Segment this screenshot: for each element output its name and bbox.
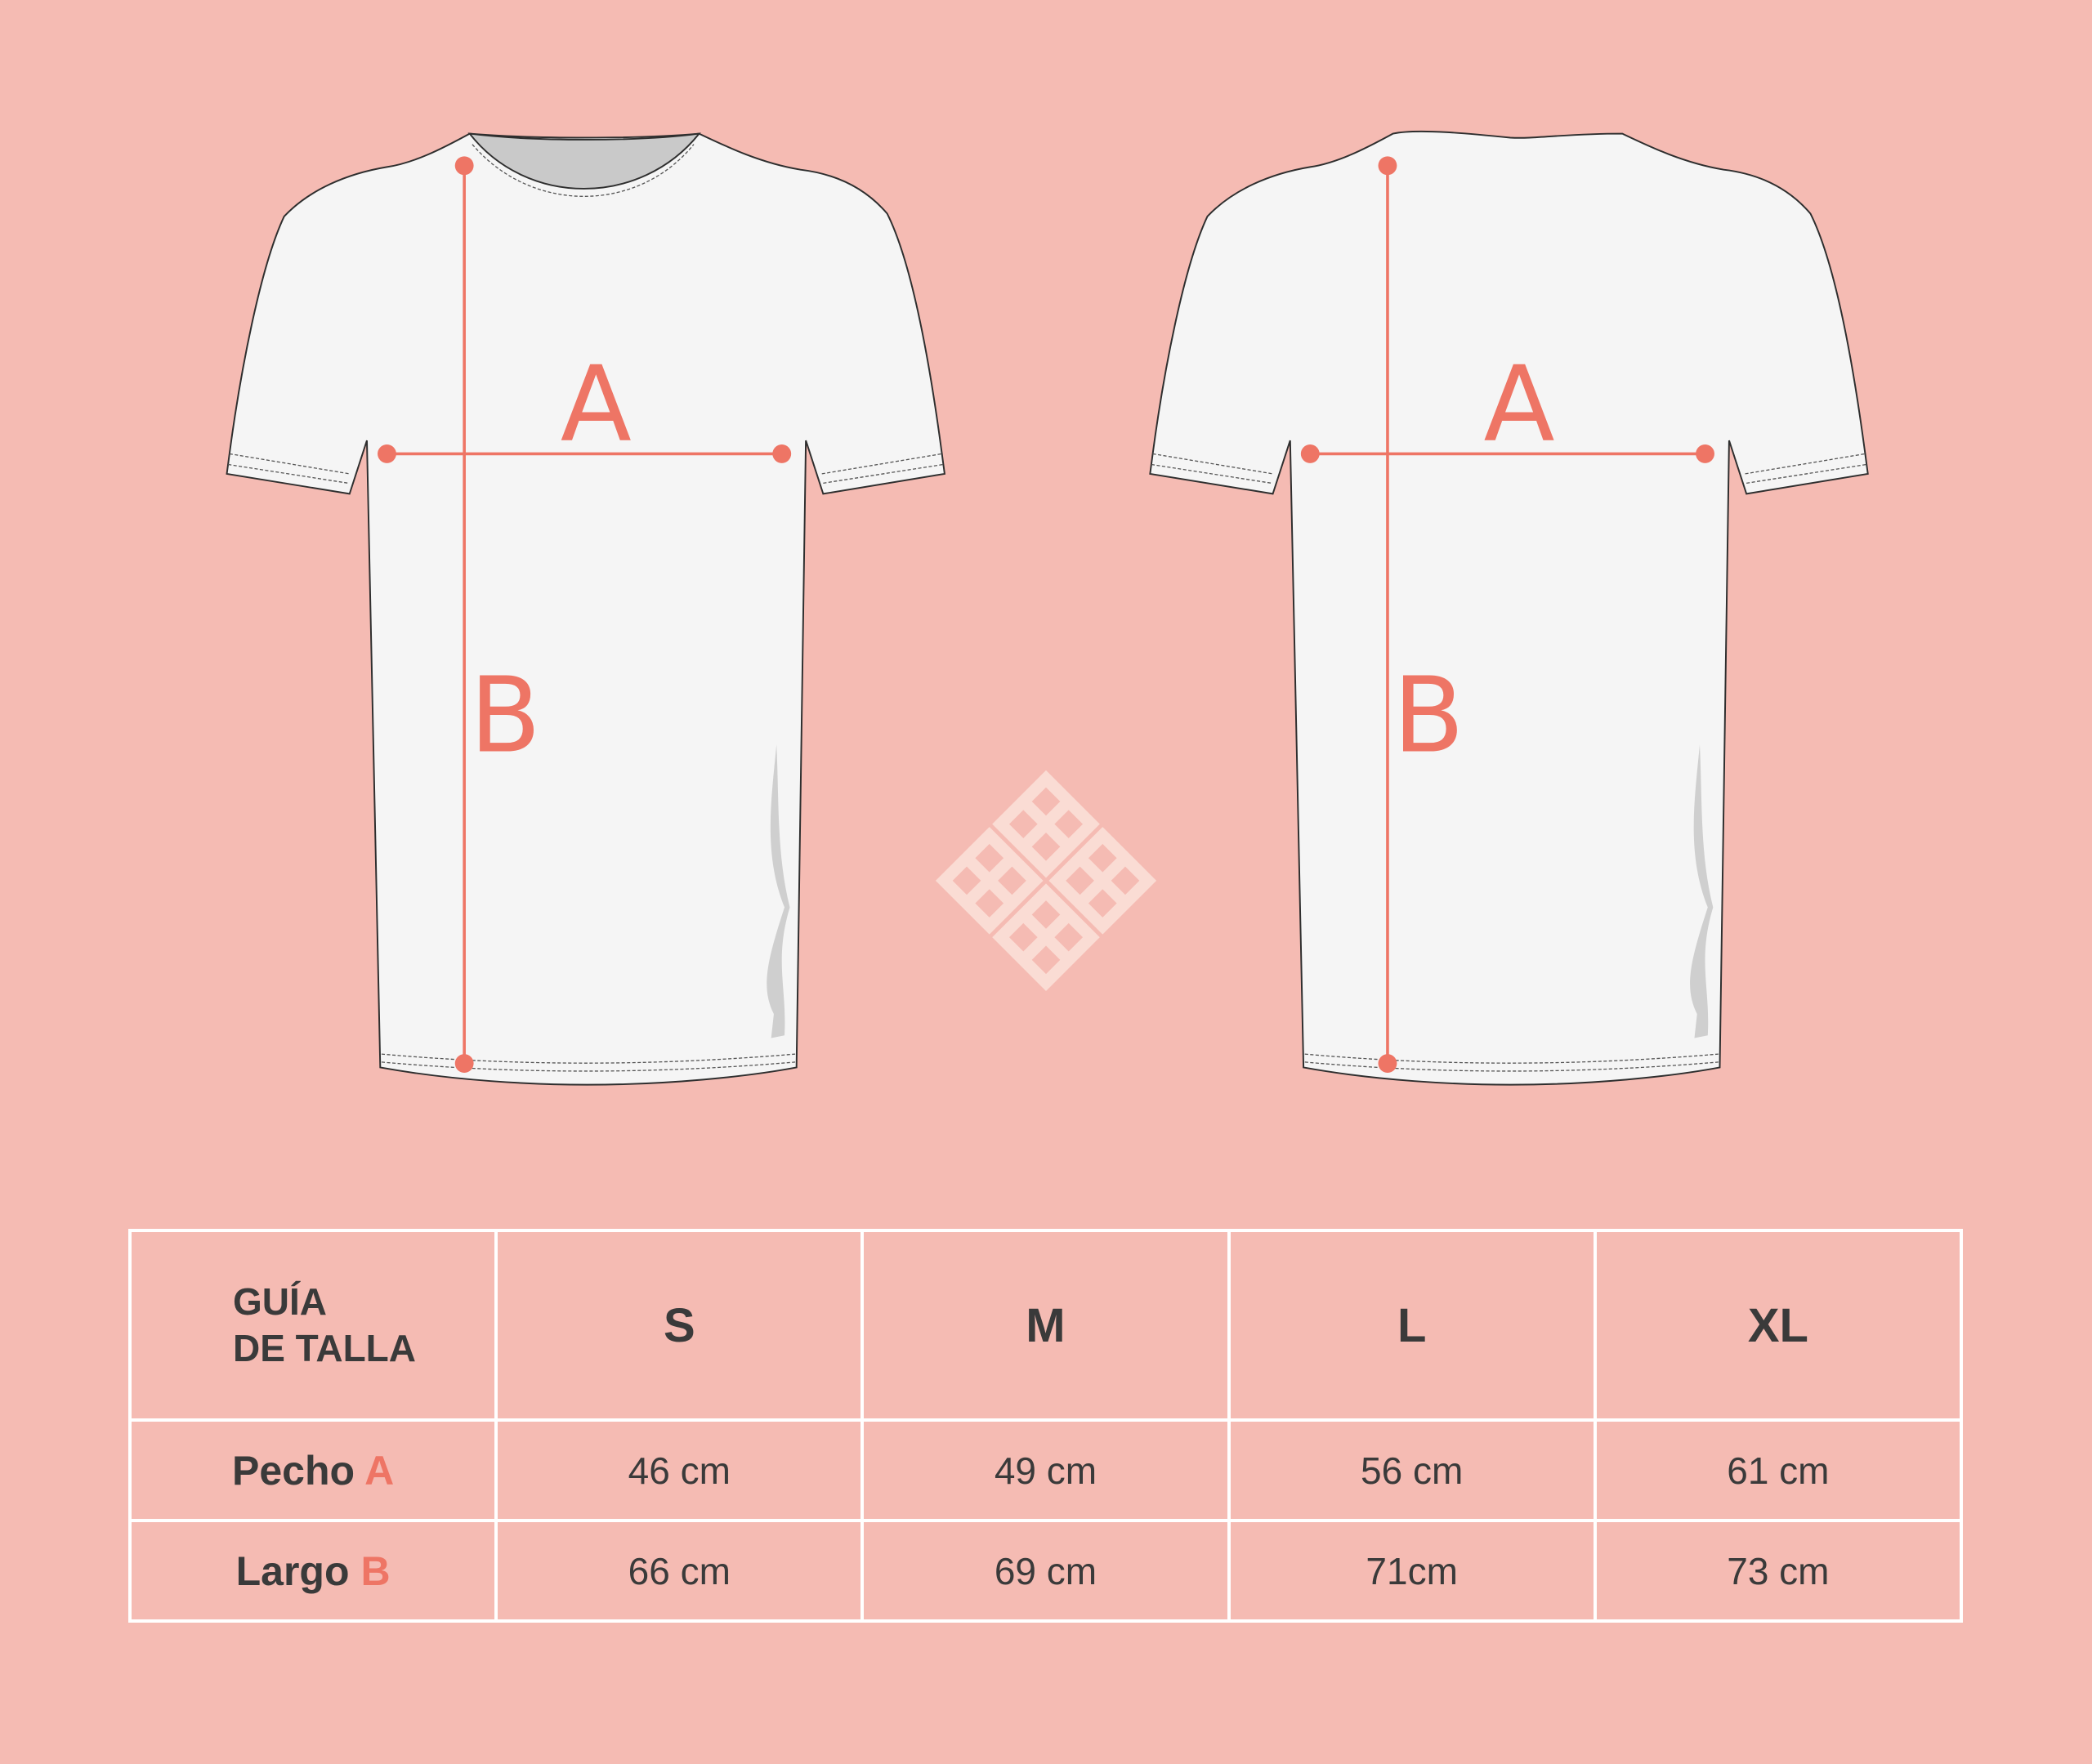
row-label-largo: Largo B xyxy=(127,1519,498,1623)
back-label-a: A xyxy=(1484,345,1555,466)
title-line-1: GUÍA xyxy=(233,1279,327,1323)
table-row: Pecho A 46 cm 49 cm 56 cm 61 cm xyxy=(127,1418,1964,1523)
front-tshirt: A B xyxy=(226,132,946,1086)
row-label-text: Largo xyxy=(235,1547,350,1594)
size-m: M xyxy=(860,1228,1231,1422)
table-row: Largo B 66 cm 69 cm 71cm 73 cm xyxy=(127,1519,1964,1623)
front-label-b: B xyxy=(470,656,541,777)
table-cell: 49 cm xyxy=(860,1418,1231,1523)
table-header-row: GUÍA DE TALLA S M L XL xyxy=(127,1228,1964,1422)
back-tshirt: A B xyxy=(1149,130,1869,1086)
table-cell: 69 cm xyxy=(860,1519,1231,1623)
row-marker: B xyxy=(360,1547,391,1594)
size-s: S xyxy=(494,1228,865,1422)
size-guide-table: GUÍA DE TALLA S M L XL Pecho A 46 cm 49 c… xyxy=(127,1228,1964,1623)
row-marker: A xyxy=(364,1447,395,1494)
row-label-text: Pecho xyxy=(231,1447,355,1494)
table-title: GUÍA DE TALLA xyxy=(127,1228,498,1422)
row-label-pecho: Pecho A xyxy=(127,1418,498,1523)
back-label-b: B xyxy=(1392,656,1464,777)
size-xl: XL xyxy=(1593,1228,1964,1422)
table-cell: 56 cm xyxy=(1227,1418,1597,1523)
size-l: L xyxy=(1227,1228,1597,1422)
table-cell: 73 cm xyxy=(1593,1519,1964,1623)
front-label-a: A xyxy=(561,345,632,466)
table-cell: 46 cm xyxy=(494,1418,865,1523)
title-line-2: DE TALLA xyxy=(233,1327,417,1370)
table-cell: 66 cm xyxy=(494,1519,865,1623)
table-cell: 71cm xyxy=(1227,1519,1597,1623)
logo-icon xyxy=(935,770,1157,991)
table-cell: 61 cm xyxy=(1593,1418,1964,1523)
